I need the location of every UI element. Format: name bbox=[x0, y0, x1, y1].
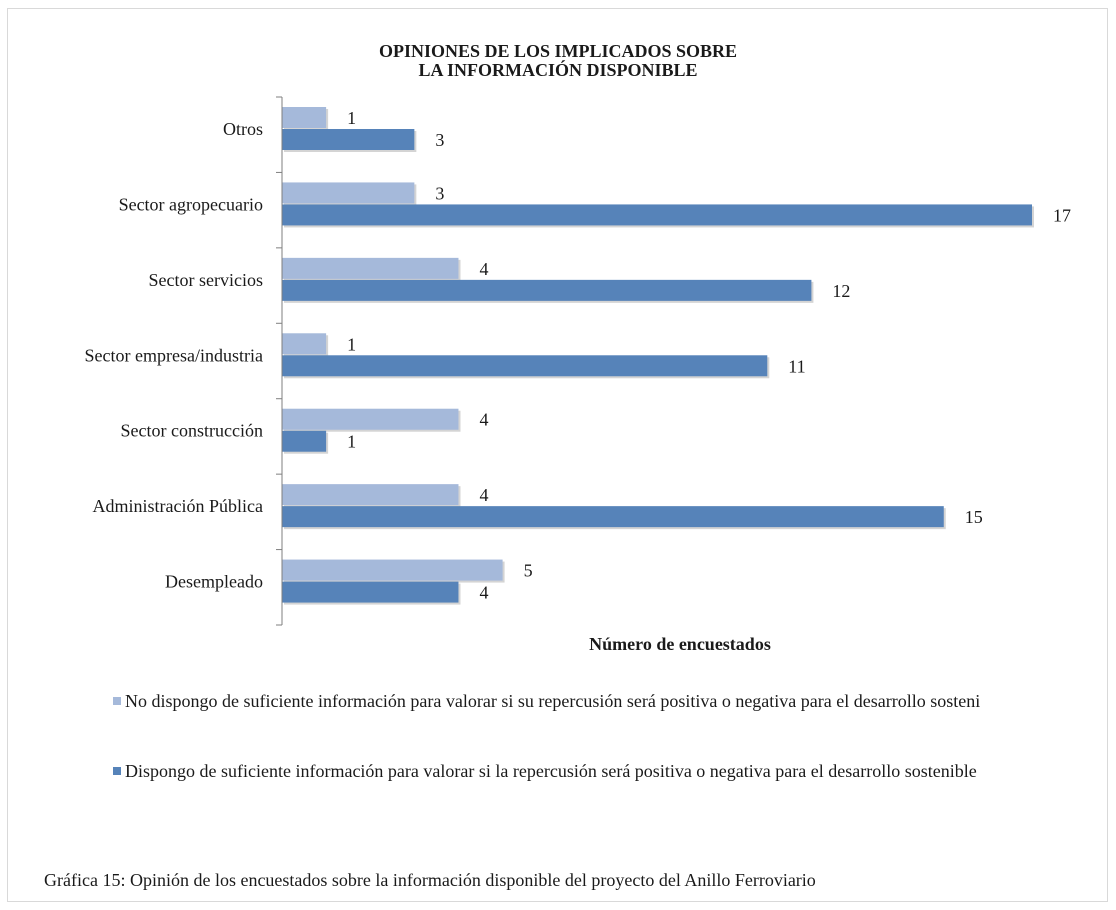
category-label-sector-agropecuario: Sector agropecuario bbox=[119, 194, 263, 214]
category-label-sector-servicios: Sector servicios bbox=[149, 270, 263, 290]
data-label-sector-empresa-industria-series-1: 1 bbox=[347, 334, 356, 354]
legend-item-series-1: No dispongo de suficiente información pa… bbox=[113, 689, 1053, 713]
bar-sector-construccion-series-2 bbox=[282, 430, 327, 452]
bar-administracion-publica-series-1 bbox=[282, 484, 459, 506]
data-label-sector-construccion-series-1: 4 bbox=[479, 410, 488, 430]
legend-item-series-2: Dispongo de suficiente información para … bbox=[113, 759, 1053, 783]
legend-label-series-2: Dispongo de suficiente información para … bbox=[125, 761, 977, 781]
data-label-sector-servicios-series-2: 12 bbox=[832, 281, 850, 301]
bar-otros-series-2 bbox=[282, 129, 415, 150]
data-label-administracion-publica-series-1: 4 bbox=[479, 485, 488, 505]
bar-administracion-publica-series-2 bbox=[282, 506, 944, 528]
legend-label-series-1: No dispongo de suficiente información pa… bbox=[125, 691, 981, 711]
category-label-otros: Otros bbox=[223, 119, 263, 139]
data-label-desempleado-series-1: 5 bbox=[524, 561, 533, 581]
category-label-administracion-publica: Administración Pública bbox=[93, 496, 263, 516]
chart-title-line-1: OPINIONES DE LOS IMPLICADOS SOBRE bbox=[379, 41, 737, 61]
legend-swatch-series-2 bbox=[113, 767, 121, 775]
bar-sector-empresa-industria-series-2 bbox=[282, 355, 768, 377]
category-label-sector-construccion: Sector construcción bbox=[121, 421, 263, 441]
bar-sector-servicios-series-2 bbox=[282, 279, 812, 301]
chart-frame bbox=[7, 8, 1108, 902]
legend-swatch-series-1 bbox=[113, 697, 121, 705]
bar-sector-agropecuario-series-2 bbox=[282, 204, 1032, 226]
bar-sector-empresa-industria-series-1 bbox=[282, 333, 327, 355]
data-label-otros-series-2: 3 bbox=[435, 130, 444, 150]
bar-otros-series-1 bbox=[282, 107, 327, 128]
data-label-sector-construccion-series-2: 1 bbox=[347, 432, 356, 452]
data-label-sector-empresa-industria-series-2: 11 bbox=[788, 356, 805, 376]
figure-caption: Gráfica 15: Opinión de los encuestados s… bbox=[44, 870, 816, 890]
chart-title-line-2: LA INFORMACIÓN DISPONIBLE bbox=[418, 59, 697, 80]
category-label-desempleado: Desempleado bbox=[165, 572, 263, 592]
bar-sector-servicios-series-1 bbox=[282, 257, 459, 279]
data-label-sector-agropecuario-series-2: 17 bbox=[1053, 205, 1071, 225]
bar-desempleado-series-2 bbox=[282, 581, 459, 603]
x-axis-title: Número de encuestados bbox=[589, 634, 771, 654]
data-label-administracion-publica-series-2: 15 bbox=[965, 507, 983, 527]
category-label-sector-empresa-industria: Sector empresa/industria bbox=[85, 345, 263, 365]
data-label-sector-servicios-series-1: 4 bbox=[479, 259, 488, 279]
bar-sector-construccion-series-1 bbox=[282, 408, 459, 430]
bar-desempleado-series-1 bbox=[282, 559, 503, 581]
bar-sector-agropecuario-series-1 bbox=[282, 182, 415, 204]
data-label-otros-series-1: 1 bbox=[347, 108, 356, 128]
data-label-desempleado-series-2: 4 bbox=[479, 583, 488, 603]
data-label-sector-agropecuario-series-1: 3 bbox=[435, 183, 444, 203]
